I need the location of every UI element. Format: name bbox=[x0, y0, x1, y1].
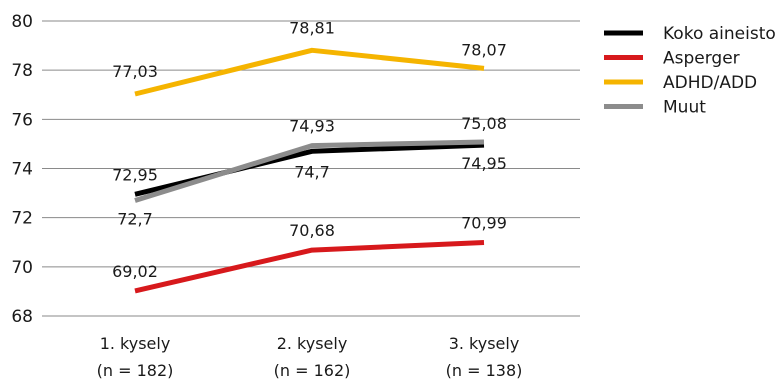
data-label: 78,81 bbox=[289, 18, 335, 37]
data-label: 74,93 bbox=[289, 117, 335, 136]
legend-label: ADHD/ADD bbox=[663, 73, 757, 93]
data-label: 74,7 bbox=[294, 162, 330, 181]
x-tick-label: 3. kysely (n = 138) bbox=[446, 334, 523, 380]
data-label: 78,07 bbox=[461, 40, 507, 59]
series-lines bbox=[134, 47, 485, 294]
legend-label: Muut bbox=[663, 98, 706, 118]
legend-label: Asperger bbox=[663, 49, 740, 69]
legend: Koko aineisto Asperger ADHD/ADD Muut bbox=[604, 24, 776, 118]
data-label: 74,95 bbox=[461, 154, 507, 173]
grid-lines bbox=[42, 20, 580, 317]
data-label: 77,03 bbox=[112, 62, 158, 81]
data-label: 72,7 bbox=[117, 209, 153, 228]
data-labels: 72,95 74,7 74,95 69,02 70,68 70,99 77,03 78,81 7… bbox=[112, 18, 507, 281]
data-label: 72,95 bbox=[112, 165, 158, 184]
series-line-muut bbox=[134, 139, 485, 203]
y-tick-label: 80 bbox=[11, 12, 33, 32]
x-tick-label: 2. kysely (n = 162) bbox=[274, 334, 351, 380]
y-tick-label: 68 bbox=[11, 307, 33, 327]
y-tick-label: 70 bbox=[11, 258, 33, 278]
data-label: 75,08 bbox=[461, 114, 507, 133]
y-tick-label: 78 bbox=[11, 61, 33, 81]
data-label: 69,02 bbox=[112, 262, 158, 281]
x-tick-label: 1. kysely (n = 182) bbox=[97, 334, 174, 380]
y-tick-label: 72 bbox=[11, 209, 33, 229]
y-axis: 68 70 72 74 76 78 80 bbox=[11, 12, 33, 327]
series-line-adhd-add bbox=[134, 47, 485, 97]
series-line-asperger bbox=[134, 240, 485, 294]
data-label: 70,68 bbox=[289, 221, 335, 240]
x-axis: 1. kysely (n = 182) 2. kysely (n = 162) 3. k… bbox=[97, 334, 523, 380]
legend-label: Koko aineisto bbox=[663, 24, 776, 44]
y-tick-label: 74 bbox=[11, 160, 33, 180]
y-tick-label: 76 bbox=[11, 110, 33, 130]
data-label: 70,99 bbox=[461, 213, 507, 232]
